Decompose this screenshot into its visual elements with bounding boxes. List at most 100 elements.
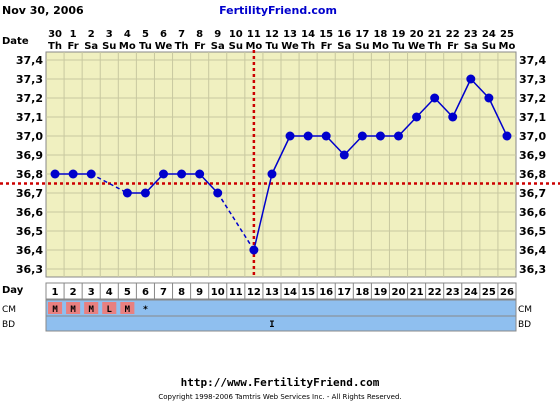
date-label: 19 (392, 29, 406, 40)
cycle-day-label: 25 (482, 287, 496, 298)
y-tick-label-right: 36,9 (519, 149, 546, 162)
y-tick-label-left: 36,5 (16, 225, 43, 238)
date-label: 24 (482, 29, 496, 40)
temperature-point (375, 131, 385, 141)
cycle-day-label: 15 (301, 287, 315, 298)
footer-copyright: Copyright 1998-2006 Tamtris Web Services… (158, 393, 401, 401)
cm-value: M (125, 305, 131, 315)
temperature-point (285, 131, 295, 141)
date-label: 1 (70, 29, 77, 40)
temperature-point (122, 188, 132, 198)
cycle-day-label: 23 (446, 287, 460, 298)
temperature-point (159, 169, 168, 179)
weekday-label: Su (355, 41, 369, 52)
y-tick-label-left: 37,4 (16, 54, 43, 67)
grid (46, 52, 516, 277)
temperature-point (394, 131, 403, 141)
bd-row-label-left: BD (2, 320, 15, 330)
temperature-point (412, 112, 422, 122)
temperature-series (50, 74, 512, 255)
date-label: 8 (196, 29, 203, 40)
temperature-point (195, 169, 205, 179)
weekday-label: We (281, 41, 299, 52)
cycle-day-label: 19 (373, 287, 387, 298)
cycle-day-label: 11 (229, 287, 243, 298)
temperature-point (86, 169, 96, 179)
y-tick-label-left: 36,8 (16, 168, 43, 181)
day-cm-bd-rows: 1 2 3 4 5 6 7 8 9 10 11 12 13 14 15 16 17 18 19 20 21 22 23 24 2… (45, 282, 517, 332)
date-label: 22 (446, 29, 460, 40)
y-tick-label-right: 36,4 (519, 244, 546, 257)
y-tick-label-right: 37,3 (519, 73, 546, 86)
cm-cell (66, 302, 81, 314)
cycle-day-label: 12 (247, 287, 261, 298)
date-label: 5 (142, 29, 149, 40)
temperature-point (466, 74, 476, 84)
y-tick-label-right: 36,3 (519, 263, 546, 276)
weekday-label: Fr (194, 41, 205, 52)
cycle-day-label: 24 (464, 287, 478, 298)
cm-cell (120, 302, 135, 314)
cm-cell (84, 302, 99, 314)
y-tick-label-right: 37,0 (519, 130, 546, 143)
weekday-label: Th (48, 41, 62, 52)
y-axis-ticks: 36,3 36,3 36,4 36,4 36,5 36,5 36,6 36,6 36,7 36,7… (16, 54, 547, 276)
weekday-label: Sa (337, 41, 351, 52)
y-tick-label-left: 37,1 (16, 111, 43, 124)
weekday-label: Sa (464, 41, 478, 52)
y-tick-label-right: 36,6 (519, 206, 546, 219)
cycle-day-label: 3 (88, 287, 95, 298)
date-header: 30Th1Fr2Sa3Su4Mo5Tu6We7Th8Fr9Sa10Su11Mo1… (48, 29, 515, 52)
day-row-label: Day (2, 285, 24, 296)
date-label: 13 (283, 29, 297, 40)
cycle-day-label: 7 (160, 287, 167, 298)
cycle-day-label: 26 (500, 287, 514, 298)
cycle-day-label: 8 (178, 287, 185, 298)
site-title: FertilityFriend.com (219, 4, 337, 17)
cycle-day-label: 18 (355, 287, 369, 298)
weekday-label: Sa (84, 41, 98, 52)
weekday-label: Sa (211, 41, 225, 52)
cm-value: M (70, 305, 76, 315)
date-label: 7 (178, 29, 185, 40)
gap-segment (217, 192, 255, 251)
date-row-label: Date (2, 36, 29, 47)
cm-row (45, 299, 517, 317)
weekday-label: Fr (68, 41, 79, 52)
cycle-day-label: 14 (283, 287, 297, 298)
weekday-label: Mo (372, 41, 389, 52)
temperature-point (267, 169, 277, 179)
cycle-day-label: 4 (106, 287, 113, 298)
temperature-point (339, 150, 349, 160)
y-tick-label-left: 36,9 (16, 149, 43, 162)
temperature-point (50, 169, 60, 179)
y-tick-label-right: 37,2 (519, 92, 546, 105)
weekday-label: We (408, 41, 426, 52)
cycle-day-label: 16 (319, 287, 333, 298)
footer-url: http://www.FertilityFriend.com (181, 376, 380, 389)
weekday-label: Th (175, 41, 189, 52)
y-tick-label-left: 36,7 (16, 187, 43, 200)
weekday-label: Tu (139, 41, 152, 52)
cm-value: M (52, 305, 58, 315)
weekday-label: Su (482, 41, 496, 52)
cycle-day-label: 21 (410, 287, 424, 298)
date-label: 12 (265, 29, 279, 40)
cm-row-label-right: CM (518, 305, 532, 315)
date-label: 15 (319, 29, 333, 40)
date-label: 17 (355, 29, 369, 40)
temperature-point (321, 131, 331, 141)
y-tick-label-left: 36,3 (16, 263, 43, 276)
temperature-point (177, 169, 187, 179)
cm-cell (102, 302, 117, 314)
weekday-label: Mo (119, 41, 136, 52)
bd-row (45, 315, 517, 332)
temperature-point (484, 93, 494, 103)
temperature-point (303, 131, 313, 141)
weekday-label: Th (428, 41, 442, 52)
y-tick-label-left: 37,0 (16, 130, 43, 143)
date-label: 25 (500, 29, 514, 40)
weekday-label: Tu (266, 41, 279, 52)
date-label: 11 (247, 29, 261, 40)
